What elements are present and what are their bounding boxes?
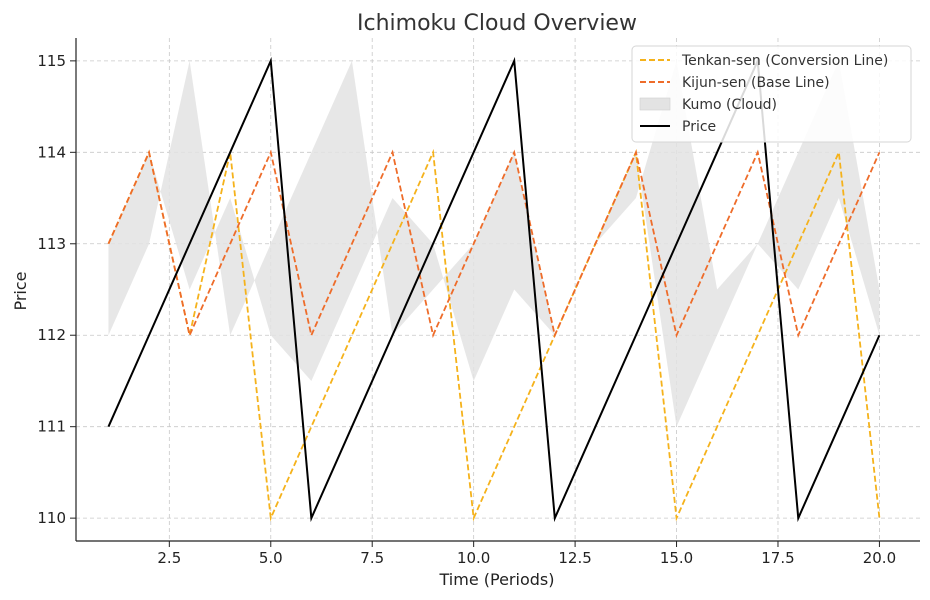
x-tick-label: 2.5	[157, 549, 181, 567]
legend-entry-label: Kijun-sen (Base Line)	[682, 75, 830, 91]
chart-title: Ichimoku Cloud Overview	[357, 11, 637, 36]
x-tick-label: 12.5	[558, 549, 591, 567]
x-tick-label: 10.0	[457, 549, 490, 567]
axes	[75, 38, 920, 542]
x-tick-label: 17.5	[761, 549, 794, 567]
y-axis-label: Price	[11, 271, 30, 310]
kijun-sen-base-line-line	[107, 149, 881, 339]
y-tick-label: 114	[37, 143, 66, 161]
y-tick-label: 113	[37, 235, 66, 253]
legend-box	[631, 45, 912, 143]
x-axis-label: Time (Periods)	[439, 570, 555, 589]
y-tick-label: 110	[37, 509, 66, 527]
y-tick-label: 111	[37, 418, 66, 436]
x-tick-label: 5.0	[259, 549, 283, 567]
legend-entry-label: Kumo (Cloud)	[682, 97, 777, 113]
x-tick-label: 7.5	[360, 549, 384, 567]
kumo-cloud	[108, 60, 880, 427]
x-tick-label: 20.0	[863, 549, 896, 567]
x-tick-label: 15.0	[660, 549, 693, 567]
kumo-cloud-area	[108, 60, 880, 427]
tenkan-sen-conversion-line-line	[107, 148, 881, 522]
legend: Tenkan-sen (Conversion Line) Kijun-sen (B…	[631, 45, 912, 143]
legend-entry-label: Price	[682, 119, 716, 135]
y-tick-label: 115	[37, 52, 66, 70]
y-tick-label: 112	[37, 326, 66, 344]
tick-labels: 2.5 5.0 7.5 10.0 12.5 15.0 17.5 20.0 110 111 112 11…	[37, 52, 896, 567]
legend-swatch-cloud	[639, 97, 671, 111]
legend-entry-label: Tenkan-sen (Conversion Line)	[681, 53, 888, 69]
